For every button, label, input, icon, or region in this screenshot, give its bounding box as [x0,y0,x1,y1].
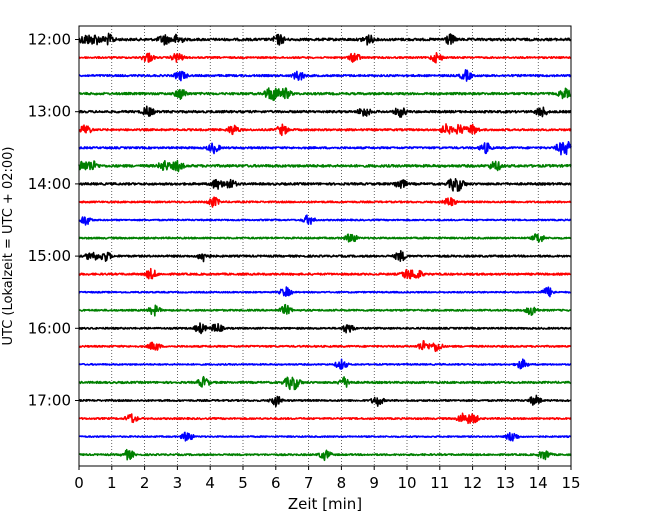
y-axis-ticks: 12:00 13:00 14:00 15:00 16:00 17:00 [28,31,79,410]
trace-1445 [78,233,572,243]
x-tick-label: 1 [107,474,117,492]
trace-1300 [78,105,572,118]
seismogram-traces [78,32,572,462]
trace-1430 [78,214,572,226]
trace-1500 [78,250,572,263]
x-tick-label: 5 [238,474,248,492]
x-tick-label: 9 [369,474,379,492]
y-tick-label: 17:00 [28,392,71,410]
trace-1615 [78,340,572,353]
x-tick-label: 7 [304,474,314,492]
x-tick-label: 12 [463,474,482,492]
trace-1600 [78,322,572,335]
y-axis-label: UTC (Lokalzeit = UTC + 02:00) [1,147,16,346]
x-axis-label: Zeit [min] [288,495,362,513]
trace-1215 [78,52,572,64]
trace-1745 [78,448,572,462]
trace-1415 [78,196,572,208]
y-tick-label: 16:00 [28,319,71,337]
trace-1700 [78,394,572,408]
x-tick-label: 6 [271,474,281,492]
y-tick-label: 12:00 [28,31,71,49]
x-tick-label: 8 [337,474,347,492]
trace-1730 [78,431,572,442]
x-tick-label: 3 [173,474,183,492]
grid-lines [111,26,539,466]
x-tick-label: 13 [496,474,515,492]
x-tick-label: 15 [561,474,580,492]
trace-1630 [78,358,572,371]
trace-1530 [78,286,572,298]
x-axis-ticks: 0 1 2 3 4 5 6 7 8 9 10 11 12 13 14 15 [74,466,581,492]
x-tick-label: 14 [529,474,548,492]
trace-1545 [78,303,572,317]
x-tick-label: 10 [397,474,416,492]
y-tick-label: 15:00 [28,247,71,265]
trace-1315 [78,123,572,137]
x-tick-label: 2 [140,474,150,492]
trace-1200 [78,32,572,46]
y-tick-label: 13:00 [28,103,71,121]
x-tick-label: 4 [205,474,215,492]
trace-1230 [78,69,572,82]
trace-1345 [78,159,572,173]
trace-1515 [78,267,572,280]
trace-1245 [78,87,572,102]
trace-1400 [78,177,572,192]
y-tick-label: 14:00 [28,175,71,193]
plot-frame [78,25,572,467]
x-tick-label: 11 [430,474,449,492]
trace-1645 [78,375,572,391]
x-tick-label: 0 [74,474,84,492]
trace-1330 [78,140,572,156]
trace-1715 [78,412,572,425]
